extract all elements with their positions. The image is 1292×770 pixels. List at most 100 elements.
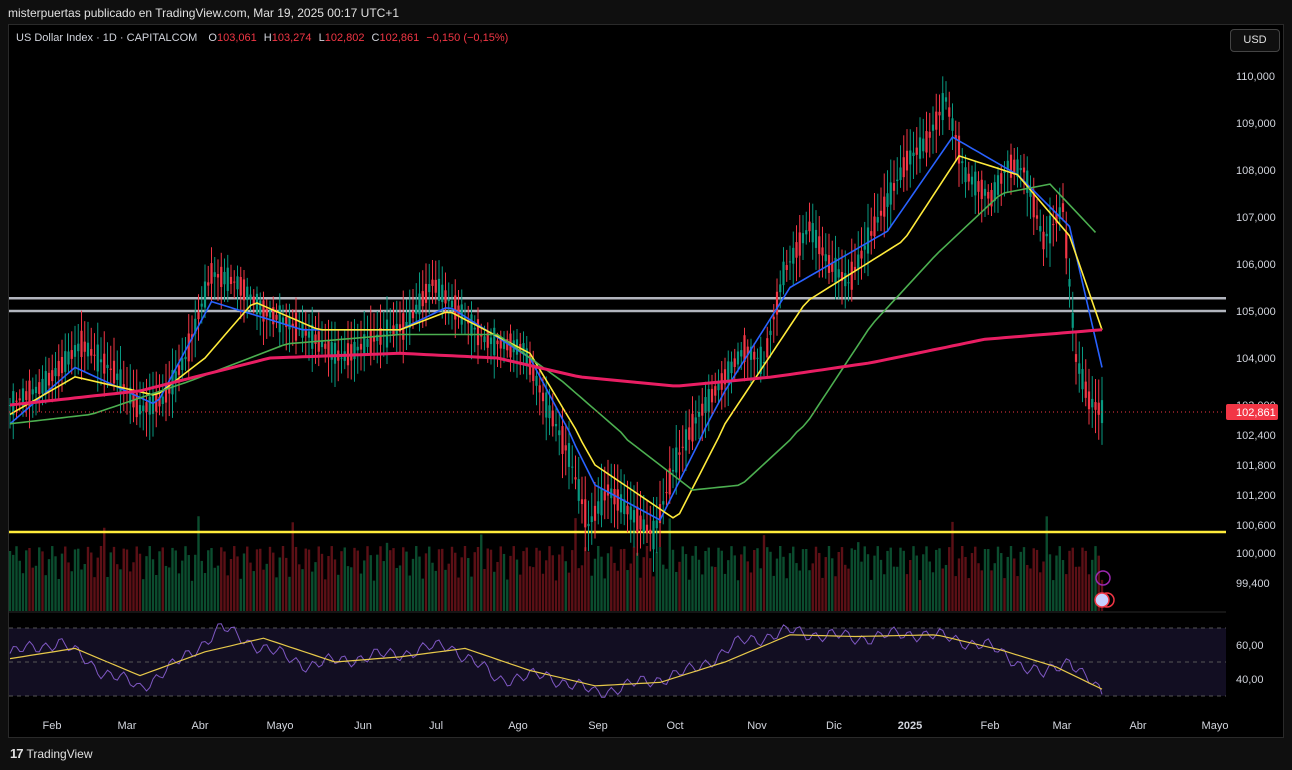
volume-bar xyxy=(980,570,983,611)
currency-button[interactable]: USD xyxy=(1230,29,1280,52)
volume-bar xyxy=(340,551,343,611)
candle-body xyxy=(356,346,359,351)
volume-bar xyxy=(135,546,138,611)
volume-bar xyxy=(889,547,892,611)
volume-bar xyxy=(1081,547,1084,611)
symbol-title[interactable]: US Dollar Index · 1D · CAPITALCOM xyxy=(16,32,198,44)
volume-bar xyxy=(951,521,954,611)
volume-bar xyxy=(307,549,311,611)
time-tick-label: Jul xyxy=(429,720,443,732)
volume-bar xyxy=(883,574,886,611)
candle-body xyxy=(437,278,441,301)
candle-body xyxy=(1006,160,1009,170)
moving-average-line xyxy=(9,154,1103,519)
volume-bar xyxy=(593,558,597,611)
volume-bar xyxy=(892,566,896,611)
candle-body xyxy=(67,351,70,365)
volume-bar xyxy=(801,549,805,611)
candle-body xyxy=(645,524,649,533)
open-value: 103,061 xyxy=(216,32,257,44)
volume-bar xyxy=(1006,556,1009,611)
volume-bar xyxy=(265,563,268,611)
volume-bar xyxy=(528,566,532,611)
volume-bar xyxy=(268,546,272,611)
volume-bar xyxy=(376,554,379,611)
volume-bar xyxy=(233,546,236,611)
volume-bar xyxy=(278,557,281,611)
candle-body xyxy=(155,394,158,412)
candle-body xyxy=(366,338,369,347)
candle-body xyxy=(567,443,571,467)
volume-bar xyxy=(827,546,831,611)
volume-bar xyxy=(561,546,564,611)
candle-body xyxy=(814,229,818,248)
candle-body xyxy=(122,384,125,389)
volume-bar xyxy=(346,566,350,611)
candle-body xyxy=(723,369,727,385)
volume-bar xyxy=(522,551,525,611)
volume-bar xyxy=(766,547,769,611)
candle-body xyxy=(255,293,259,315)
volume-bar xyxy=(736,580,740,611)
volume-bar xyxy=(285,557,288,611)
volume-bar xyxy=(324,579,327,611)
volume-bar xyxy=(359,573,363,611)
candle-body xyxy=(1094,402,1097,410)
volume-bar xyxy=(99,546,103,611)
candle-body xyxy=(756,357,759,359)
candle-body xyxy=(717,382,720,391)
volume-bar xyxy=(1039,572,1042,611)
candle-body xyxy=(697,411,701,417)
candle-body xyxy=(1039,226,1042,232)
candle-body xyxy=(463,317,467,320)
candle-body xyxy=(951,118,954,131)
candle-body xyxy=(444,290,447,304)
volume-bar xyxy=(723,573,727,611)
volume-bar xyxy=(327,556,330,611)
candle-body xyxy=(327,340,330,358)
volume-bar xyxy=(684,554,688,611)
candle-body xyxy=(441,284,444,303)
price-tick-label: 102,400 xyxy=(1236,430,1276,442)
volume-bar xyxy=(590,575,593,611)
volume-bar xyxy=(844,564,847,611)
open-label: O xyxy=(208,32,217,44)
volume-bar xyxy=(1022,547,1026,611)
candle-body xyxy=(730,361,733,374)
volume-bar xyxy=(808,570,811,611)
candle-body xyxy=(1022,167,1026,173)
candle-body xyxy=(418,293,421,315)
candle-body xyxy=(1042,231,1045,250)
volume-bar xyxy=(252,571,255,611)
volume-bar xyxy=(655,552,658,611)
candle-body xyxy=(886,193,889,207)
volume-bar xyxy=(249,562,252,611)
candle-body xyxy=(142,405,145,412)
volume-bar xyxy=(184,546,187,611)
candle-body xyxy=(876,217,879,223)
candle-body xyxy=(977,181,980,192)
candle-body xyxy=(252,296,255,305)
volume-bar xyxy=(353,547,356,611)
candle-body xyxy=(554,423,558,427)
volume-bar xyxy=(320,553,324,611)
candle-body xyxy=(863,245,866,250)
candle-body xyxy=(493,327,496,356)
candle-body xyxy=(545,392,548,418)
candle-body xyxy=(532,364,535,382)
volume-bar xyxy=(610,546,613,611)
candle-body xyxy=(821,247,824,256)
volume-bar xyxy=(941,568,944,611)
candle-body xyxy=(470,314,473,336)
candle-body xyxy=(1035,215,1039,219)
price-tick-label: 110,000 xyxy=(1236,71,1275,83)
candle-body xyxy=(1055,213,1058,224)
candle-body xyxy=(480,334,483,337)
candle-body xyxy=(684,429,688,451)
volume-bar xyxy=(428,546,431,611)
volume-bar xyxy=(668,518,671,611)
volume-bar xyxy=(90,552,93,611)
volume-bar xyxy=(912,546,915,611)
volume-bar xyxy=(649,558,652,611)
